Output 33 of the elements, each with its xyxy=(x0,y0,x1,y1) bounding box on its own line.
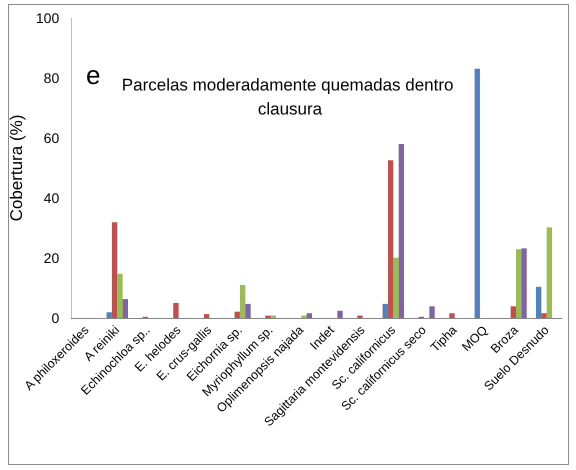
y-tick-label: 80 xyxy=(44,70,60,86)
bar xyxy=(204,314,210,318)
bar xyxy=(541,313,547,318)
text: Parcelas moderadamente quemadas dentro clausura xyxy=(122,76,458,118)
bar xyxy=(516,249,522,318)
bar xyxy=(510,306,516,318)
y-tick-label: 20 xyxy=(44,250,60,266)
bar xyxy=(106,312,112,318)
bar xyxy=(382,304,388,318)
bar xyxy=(546,227,552,318)
bar xyxy=(521,248,527,318)
bar xyxy=(398,144,404,318)
bar xyxy=(474,68,480,318)
y-tick-label: 60 xyxy=(44,130,60,146)
bar xyxy=(536,286,542,318)
bar xyxy=(234,312,240,318)
y-axis-title: Cobertura (%) xyxy=(7,114,26,222)
bar xyxy=(306,313,312,318)
bar xyxy=(429,306,435,318)
bar xyxy=(388,160,394,318)
bar xyxy=(117,274,123,318)
annotation: e xyxy=(86,60,100,90)
bar xyxy=(240,285,246,318)
y-tick-label: 0 xyxy=(51,310,60,326)
y-tick-label: 100 xyxy=(36,10,60,26)
bar xyxy=(449,313,455,318)
bar xyxy=(245,304,251,318)
bar xyxy=(393,258,399,318)
bar xyxy=(337,310,343,318)
bar xyxy=(122,299,128,318)
bar xyxy=(173,303,179,318)
y-tick-label: 40 xyxy=(44,190,60,206)
bar xyxy=(112,222,118,318)
